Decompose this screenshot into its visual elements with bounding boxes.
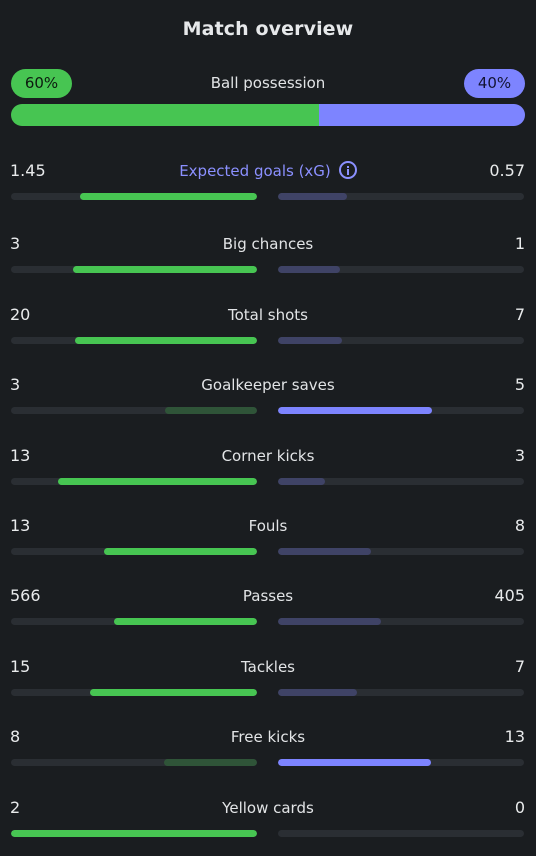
info-icon[interactable] bbox=[338, 161, 357, 179]
away-stat-bar-fill bbox=[278, 689, 357, 696]
home-stat-value: 20 bbox=[10, 305, 31, 324]
stat-row: 3 Big chances 1 bbox=[10, 232, 525, 282]
possession-header: Ball possession 60% 40% bbox=[11, 69, 525, 98]
home-stat-bar-fill bbox=[89, 689, 257, 696]
possession-bar-away bbox=[319, 104, 525, 126]
away-stat-value: 3 bbox=[514, 446, 525, 465]
possession-label: Ball possession bbox=[210, 74, 326, 92]
away-possession-badge: 40% bbox=[464, 69, 525, 98]
stat-label-text: Fouls bbox=[248, 517, 288, 535]
away-stat-bar bbox=[278, 689, 524, 696]
stat-label[interactable]: Expected goals (xG) bbox=[11, 159, 525, 183]
stat-row: 20 Total shots 7 bbox=[10, 303, 525, 353]
stat-label: Tackles bbox=[11, 655, 525, 679]
home-stat-bar-fill bbox=[114, 618, 257, 625]
home-stat-bar bbox=[11, 759, 257, 766]
home-stat-bar bbox=[11, 830, 257, 837]
stat-label: Corner kicks bbox=[11, 444, 525, 468]
home-stat-bar bbox=[11, 689, 257, 696]
away-stat-value: 0 bbox=[514, 798, 525, 817]
away-stat-bar bbox=[278, 193, 524, 200]
home-stat-bar-fill bbox=[163, 759, 257, 766]
home-stat-bar-fill bbox=[72, 266, 257, 273]
home-possession-badge: 60% bbox=[11, 69, 72, 98]
away-stat-value: 405 bbox=[494, 586, 525, 605]
possession-bar-home bbox=[11, 104, 320, 126]
away-stat-bar-fill bbox=[278, 478, 325, 485]
home-stat-bar-fill bbox=[57, 478, 257, 485]
stat-label: Free kicks bbox=[11, 725, 525, 749]
stat-label: Total shots bbox=[11, 303, 525, 327]
away-stat-bar bbox=[278, 407, 524, 414]
away-stat-value: 7 bbox=[514, 305, 525, 324]
home-stat-bar bbox=[11, 478, 257, 485]
home-stat-bar-fill bbox=[11, 830, 257, 837]
away-stat-bar-fill bbox=[278, 407, 432, 414]
stat-label-text: Expected goals (xG) bbox=[179, 162, 331, 180]
stat-label-text: Total shots bbox=[228, 306, 308, 324]
away-stat-value: 5 bbox=[514, 375, 525, 394]
away-stat-bar-fill bbox=[278, 759, 431, 766]
away-stat-bar bbox=[278, 548, 524, 555]
stat-row: 3 Goalkeeper saves 5 bbox=[10, 373, 525, 423]
stat-label-text: Yellow cards bbox=[222, 799, 314, 817]
home-stat-bar-fill bbox=[79, 193, 257, 200]
home-stat-value: 13 bbox=[10, 516, 31, 535]
possession-bar bbox=[11, 104, 525, 126]
page-title: Match overview bbox=[182, 18, 354, 40]
home-stat-value: 15 bbox=[10, 657, 31, 676]
home-stat-value: 2 bbox=[10, 798, 21, 817]
home-stat-bar bbox=[11, 193, 257, 200]
stat-row: 8 Free kicks 13 bbox=[10, 725, 525, 775]
home-stat-value: 13 bbox=[10, 446, 31, 465]
stat-row: 566 Passes 405 bbox=[10, 584, 525, 634]
away-stat-bar bbox=[278, 266, 524, 273]
stat-label-text: Corner kicks bbox=[221, 447, 315, 465]
stat-label: Yellow cards bbox=[11, 796, 525, 820]
away-stat-bar-fill bbox=[278, 618, 382, 625]
home-stat-bar bbox=[11, 337, 257, 344]
away-stat-bar bbox=[278, 337, 524, 344]
away-stat-bar bbox=[278, 830, 524, 837]
stat-label: Passes bbox=[11, 584, 525, 608]
home-stat-bar-fill bbox=[74, 337, 257, 344]
away-stat-value: 8 bbox=[514, 516, 525, 535]
home-stat-bar-fill bbox=[164, 407, 257, 414]
stat-label: Goalkeeper saves bbox=[11, 373, 525, 397]
away-stat-bar-fill bbox=[278, 548, 372, 555]
stat-row: 2 Yellow cards 0 bbox=[10, 796, 525, 846]
away-stat-value: 1 bbox=[514, 234, 525, 253]
home-stat-value: 3 bbox=[10, 234, 21, 253]
stat-row: 15 Tackles 7 bbox=[10, 655, 525, 705]
home-stat-value: 8 bbox=[10, 727, 21, 746]
home-stat-bar bbox=[11, 618, 257, 625]
stat-label-text: Passes bbox=[242, 587, 294, 605]
away-stat-bar bbox=[278, 759, 524, 766]
stat-row: 1.45 Expected goals (xG) 0.57 bbox=[10, 159, 525, 209]
home-stat-value: 566 bbox=[10, 586, 41, 605]
away-stat-bar bbox=[278, 478, 524, 485]
away-stat-value: 0.57 bbox=[489, 161, 525, 180]
away-stat-bar-fill bbox=[278, 337, 342, 344]
away-stat-bar bbox=[278, 618, 524, 625]
home-stat-value: 1.45 bbox=[10, 161, 46, 180]
home-stat-bar bbox=[11, 266, 257, 273]
stat-label: Fouls bbox=[11, 514, 525, 538]
away-stat-value: 7 bbox=[514, 657, 525, 676]
home-stat-bar-fill bbox=[104, 548, 257, 555]
home-stat-bar bbox=[11, 407, 257, 414]
stat-label-text: Free kicks bbox=[230, 728, 306, 746]
stat-label-text: Big chances bbox=[222, 235, 314, 253]
stat-row: 13 Fouls 8 bbox=[10, 514, 525, 564]
away-stat-bar-fill bbox=[278, 266, 340, 273]
home-stat-bar bbox=[11, 548, 257, 555]
stat-label-text: Goalkeeper saves bbox=[201, 376, 335, 394]
stat-label: Big chances bbox=[11, 232, 525, 256]
away-stat-value: 13 bbox=[504, 727, 525, 746]
away-stat-bar-fill bbox=[278, 193, 347, 200]
home-stat-value: 3 bbox=[10, 375, 21, 394]
stat-row: 13 Corner kicks 3 bbox=[10, 444, 525, 494]
stat-label-text: Tackles bbox=[240, 658, 296, 676]
